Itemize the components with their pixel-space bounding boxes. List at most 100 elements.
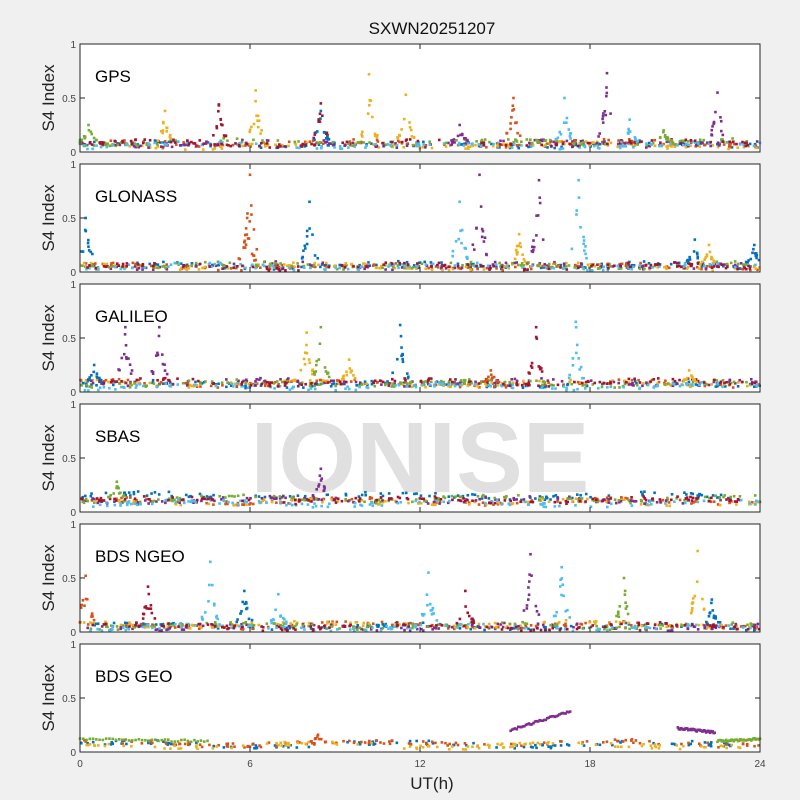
data-point xyxy=(455,139,458,142)
data-point xyxy=(110,741,114,744)
data-point xyxy=(320,621,324,624)
data-point xyxy=(434,626,438,630)
data-point xyxy=(147,497,151,501)
data-point xyxy=(407,625,411,628)
data-point xyxy=(575,264,579,268)
data-point xyxy=(595,141,599,145)
data-point xyxy=(306,503,310,506)
data-point xyxy=(212,493,215,497)
data-point xyxy=(566,497,569,501)
data-point xyxy=(544,626,547,630)
data-point xyxy=(474,143,477,147)
data-point xyxy=(583,387,587,390)
data-point xyxy=(476,385,480,388)
data-point xyxy=(620,498,624,501)
data-point xyxy=(605,86,608,89)
data-point xyxy=(623,379,627,383)
data-point xyxy=(358,385,361,389)
data-point xyxy=(736,262,740,266)
data-point xyxy=(88,378,91,382)
data-point xyxy=(260,625,263,628)
data-point xyxy=(591,497,595,501)
data-point xyxy=(344,143,347,147)
data-point xyxy=(316,256,320,260)
data-point xyxy=(429,261,433,264)
data-point xyxy=(438,382,441,386)
data-point xyxy=(431,606,435,610)
panel-background xyxy=(80,404,760,512)
data-point xyxy=(710,255,713,259)
data-point xyxy=(344,497,347,501)
data-point xyxy=(174,501,178,504)
data-point xyxy=(171,624,174,628)
data-point xyxy=(297,269,300,272)
data-point xyxy=(384,622,387,626)
data-point xyxy=(186,139,189,143)
data-point xyxy=(147,142,150,145)
data-point xyxy=(513,727,517,730)
data-point xyxy=(516,263,520,267)
data-point xyxy=(541,383,544,387)
data-point xyxy=(436,263,439,267)
data-point xyxy=(630,378,634,382)
data-point xyxy=(300,383,303,387)
data-point xyxy=(505,626,508,630)
data-point xyxy=(458,627,462,630)
data-point xyxy=(420,262,424,266)
data-point xyxy=(292,627,295,630)
data-point xyxy=(473,500,477,504)
data-point xyxy=(421,145,425,149)
data-point xyxy=(156,263,160,266)
data-point xyxy=(250,213,253,216)
data-point xyxy=(294,143,298,146)
data-point xyxy=(508,380,511,384)
data-point xyxy=(281,625,284,629)
data-point xyxy=(429,265,433,268)
data-point xyxy=(394,623,397,626)
data-point xyxy=(561,711,564,715)
data-point xyxy=(129,139,133,143)
data-point xyxy=(602,142,605,145)
data-point xyxy=(154,354,158,357)
data-point xyxy=(137,145,141,149)
data-point xyxy=(326,505,330,509)
data-point xyxy=(620,140,623,144)
data-point xyxy=(350,497,354,501)
data-point xyxy=(366,112,370,115)
data-point xyxy=(251,265,255,269)
data-point xyxy=(303,496,306,500)
data-point xyxy=(244,243,248,247)
data-point xyxy=(721,744,725,748)
data-point xyxy=(527,379,531,382)
data-point xyxy=(564,625,568,628)
data-point xyxy=(183,742,187,746)
data-point xyxy=(405,622,408,626)
data-point xyxy=(514,138,517,141)
data-point xyxy=(712,616,716,620)
data-point xyxy=(324,141,327,144)
data-point xyxy=(433,503,437,507)
data-point xyxy=(584,380,588,384)
data-point xyxy=(424,380,428,383)
data-point xyxy=(304,247,307,250)
data-point xyxy=(236,265,239,268)
data-point xyxy=(360,504,364,507)
data-point xyxy=(462,137,466,140)
data-point xyxy=(519,264,523,267)
data-point xyxy=(265,142,269,145)
data-point xyxy=(492,264,495,268)
data-point xyxy=(344,387,347,391)
data-point xyxy=(645,146,648,149)
data-point xyxy=(303,494,307,498)
data-point xyxy=(485,145,488,149)
data-point xyxy=(307,621,311,625)
data-point xyxy=(571,500,574,503)
data-point xyxy=(279,266,283,270)
data-point xyxy=(210,498,214,501)
data-point xyxy=(499,265,502,268)
data-point xyxy=(509,729,512,733)
data-point xyxy=(223,266,226,270)
data-point xyxy=(571,145,574,149)
data-point xyxy=(524,742,527,746)
data-point xyxy=(342,380,346,383)
